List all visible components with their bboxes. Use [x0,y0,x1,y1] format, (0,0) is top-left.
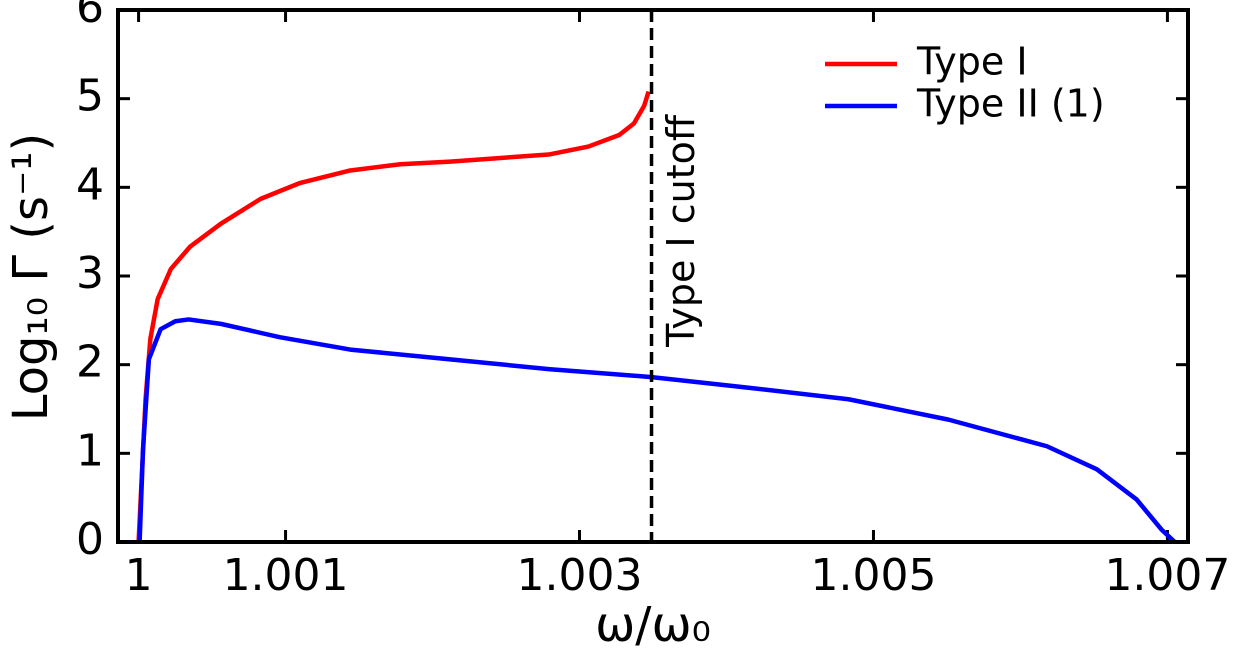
y-tick-label: 3 [76,248,104,299]
y-axis-label: Log₁₀ Γ (s⁻¹) [3,133,59,422]
x-tick-label: 1.003 [517,550,643,601]
legend-label: Type I [916,40,1028,84]
line-series [136,90,651,543]
line-series [137,317,1177,544]
y-tick-label: 1 [76,425,104,476]
plot-frame [116,8,1190,544]
y-tick-label: 2 [76,337,104,388]
legend-label: Type II (1) [916,82,1105,126]
y-tick-label: 5 [76,71,104,122]
x-tick-label: 1.007 [1104,550,1230,601]
x-tick-label: 1.005 [810,550,936,601]
y-tick-label: 4 [76,159,104,210]
x-tick-label: 1.001 [223,550,349,601]
x-tick-label: 1 [125,550,153,601]
x-axis-label: ω/ω₀ [595,597,711,653]
cutoff-label: Type I cutoff [659,114,703,348]
y-tick-label: 0 [76,514,104,565]
y-tick-label: 6 [76,0,104,33]
